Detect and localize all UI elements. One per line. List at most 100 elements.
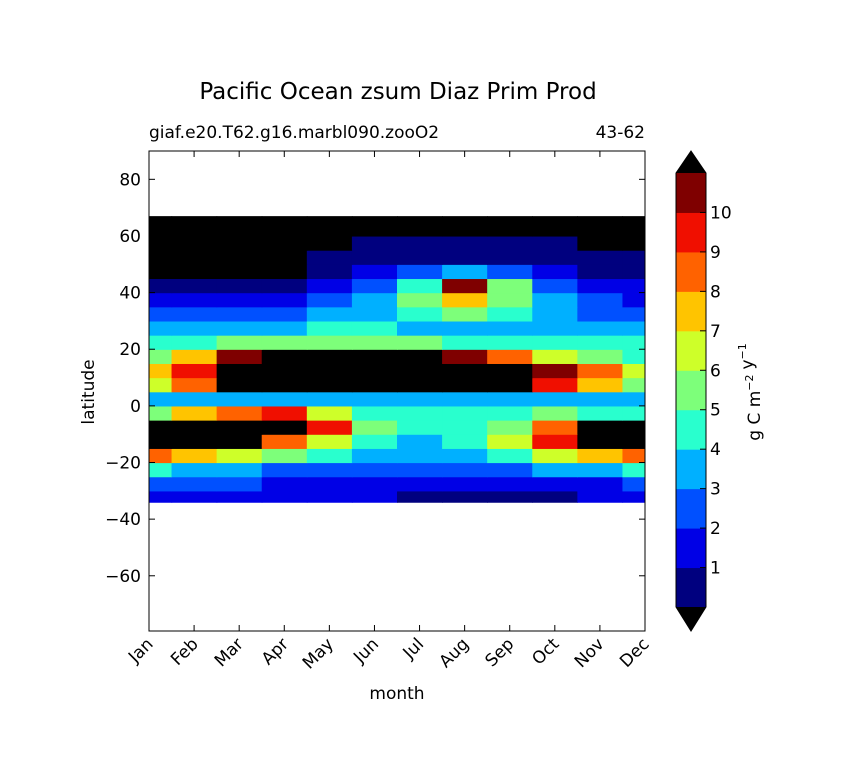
x-tick-label: May [299,634,338,673]
contour-cell [171,264,218,280]
contour-cell [216,391,263,407]
contour-cell [261,448,308,464]
contour-cell [577,335,624,350]
contour-cell [577,235,624,251]
contour-cell [306,391,353,407]
colorbar-tick-label: 9 [710,243,721,263]
contour-cell [216,320,263,336]
contour-cell [532,264,578,280]
colorbar-tick-label: 5 [710,401,721,421]
contour-cell [577,377,624,393]
contour-cell [171,377,218,393]
contour-cell [351,420,398,435]
contour-cell [622,391,645,407]
contour-cell [442,264,488,280]
contour-cell [216,462,263,478]
contour-cell [216,434,263,449]
contour-cell [397,434,443,449]
contour-cell [351,335,398,350]
contour-cell [577,420,624,435]
contour-cell [532,476,578,492]
contour-cell [351,320,398,336]
contour-cell [171,306,218,322]
contour-cell [397,278,443,294]
contour-cell [306,264,353,280]
x-tick-label: Jun [349,634,383,668]
contour-cell [216,216,263,237]
x-tick-label: Jan [124,634,157,667]
x-axis-label: month [369,684,424,704]
contour-cell [149,462,173,478]
x-tick-label: Dec [616,634,653,671]
contour-cell [397,235,443,251]
colorbar-segment [676,488,706,529]
subtitle-right: 43-62 [596,123,645,143]
contour-cell [149,306,173,322]
contour-cell [487,292,533,308]
contour-cell [261,216,308,237]
contour-cell [397,320,443,336]
colorbar-tick-label: 4 [710,440,721,460]
y-tick-label: −20 [105,454,141,474]
contour-cell [149,363,173,379]
contour-cell [487,391,533,407]
contour-cell [149,250,173,265]
contour-cell [622,278,645,294]
contour-cell [306,434,353,449]
contour-cell [216,420,263,435]
y-tick-label: −40 [105,510,141,530]
contour-cell [149,490,173,503]
contour-cell [532,405,578,421]
x-tick-label: Nov [571,634,609,672]
contour-cell [622,349,645,364]
contour-cell [351,235,398,251]
plot-frame [148,150,646,632]
contour-cell [149,391,173,407]
contour-cell [171,278,218,294]
x-tick-label: Sep [481,634,518,671]
x-tick-label: Apr [258,634,293,669]
contour-cell [397,335,443,350]
colorbar-label-sup: −2 [743,375,756,391]
contour-cell [397,448,443,464]
contour-cell [261,250,308,265]
contour-cell [577,363,624,379]
colorbar-segment [676,567,706,608]
contour-cell [261,349,308,364]
contour-cell [171,216,218,237]
contour-cell [487,264,533,280]
contour-cell [487,405,533,421]
contour-cell [622,377,645,393]
contour-cell [532,420,578,435]
contour-cell [532,335,578,350]
contour-cell [442,320,488,336]
contour-cell [171,391,218,407]
contour-cell [397,476,443,492]
contour-cell [216,235,263,251]
contour-cell [622,363,645,379]
contour-cell [306,420,353,435]
colorbar-segment [676,173,706,213]
contour-cell [532,462,578,478]
contour-cell [261,335,308,350]
y-tick-label: 40 [119,284,141,304]
contour-cell [351,349,398,364]
colorbar-segment [676,528,706,569]
contour-cell [149,405,173,421]
contour-cell [532,434,578,449]
contour-cell [306,306,353,322]
contour-cell [622,320,645,336]
contour-cell [532,278,578,294]
contour-cell [261,377,308,393]
colorbar-label: g C m−2 y−1 [736,343,765,441]
contour-cell [261,363,308,379]
contour-cell [442,405,488,421]
contour-cell [577,476,624,492]
colorbar-segment [676,449,706,490]
contour-cell [532,448,578,464]
contour-cell [171,462,218,478]
contour-cell [577,292,624,308]
contour-cell [306,448,353,464]
contour-cell [171,363,218,379]
